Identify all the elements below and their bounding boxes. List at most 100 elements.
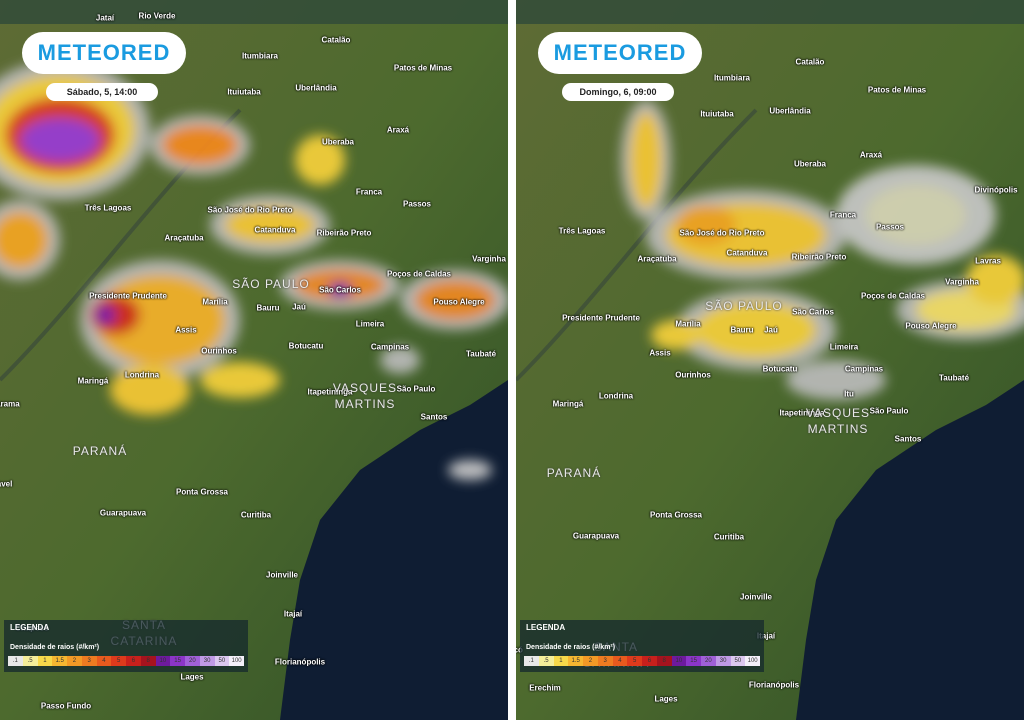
city-label: Ribeirão Preto — [316, 228, 372, 238]
city-label: Ituiutaba — [700, 109, 734, 119]
city-label: Araxá — [386, 125, 410, 135]
logo: METEORED — [22, 32, 186, 74]
city-label: Poços de Caldas — [860, 291, 926, 301]
city-label: Araxá — [859, 150, 883, 160]
legend-scale-label: 30 — [715, 656, 731, 666]
legend-scale-label: 100 — [745, 656, 760, 666]
legend-scale: .1.5 1 1.5 2 3 4 5 6 8 10 15 20 30 50 100 — [524, 656, 760, 666]
city-label: São José do Rio Preto — [207, 205, 293, 215]
city-label: São Paulo — [869, 406, 909, 416]
city-label: Araçatuba — [164, 233, 204, 243]
city-label: Cascavel — [0, 479, 13, 489]
city-label: Curitiba — [713, 532, 745, 542]
legend-scale-label: 15 — [170, 656, 185, 666]
city-label: Ponta Grossa — [649, 510, 703, 520]
city-label: Itapetininga — [779, 408, 825, 418]
city-label: Bauru — [730, 325, 754, 335]
map-panel: Jataí Rio Verde Catalão Itumbiara Patos de M… — [0, 0, 508, 720]
region-label: PARANÁ — [546, 466, 602, 480]
region-label: SÃO PAULO — [232, 277, 310, 291]
legend-subtitle: Densidade de raios (#/km²) — [10, 644, 100, 651]
city-label: Bauru — [256, 303, 280, 313]
city-label: Catanduva — [254, 225, 296, 235]
city-label: Taubaté — [465, 349, 497, 359]
city-label: Maringá — [77, 376, 109, 386]
city-label: Patos de Minas — [393, 63, 453, 73]
city-label: Marília — [675, 319, 701, 329]
city-label: Marília — [202, 297, 228, 307]
legend-scale-label: 20 — [185, 656, 200, 666]
legend-scale-label: 1 — [553, 656, 569, 666]
legend-scale-label: .5 — [538, 656, 554, 666]
city-label: Três Lagoas — [84, 203, 132, 213]
legend-subtitle: Densidade de raios (#/km²) — [526, 644, 616, 651]
city-label: Joinville — [265, 570, 299, 580]
legend-scale-label: 2 — [583, 656, 598, 666]
city-label: Botucatu — [288, 341, 324, 351]
city-label: Santos — [894, 434, 922, 444]
city-label: Ribeirão Preto — [791, 252, 847, 262]
city-label: Limeira — [829, 342, 859, 352]
legend-scale-label: 1.5 — [568, 656, 583, 666]
region-label: PARANÁ — [72, 444, 128, 458]
city-label: Ourinhos — [675, 370, 711, 380]
city-label: Lages — [180, 672, 204, 682]
city-label: Pouso Alegre — [905, 321, 957, 331]
legend-scale-label: 30 — [199, 656, 215, 666]
legend-scale-label: 10 — [155, 656, 171, 666]
city-label: Presidente Prudente — [562, 313, 640, 323]
city-label: Ponta Grossa — [175, 487, 229, 497]
city-label: Curitiba — [240, 510, 272, 520]
city-label: Campinas — [370, 342, 410, 352]
legend-scale-label: .1 — [524, 656, 539, 666]
legend-scale-label: 4 — [612, 656, 628, 666]
city-label: Divinópolis — [974, 185, 1018, 195]
city-label: Itu — [844, 389, 854, 399]
legend-title: LEGENDA — [526, 623, 566, 632]
map-base — [0, 0, 508, 720]
city-label: Jataí — [95, 13, 115, 23]
map-panel: Catalão Itumbiara Patos de Minas Ituiutaba U… — [516, 0, 1024, 720]
city-label: Chapecó — [516, 646, 523, 655]
city-label: Araçatuba — [637, 254, 677, 264]
legend: LEGENDA Densidade de raios (#/km²) .1.5 1 1.… — [520, 620, 764, 672]
legend-scale-label: 15 — [686, 656, 701, 666]
legend-scale-label: 4 — [96, 656, 112, 666]
legend-scale-label: 5 — [627, 656, 642, 666]
city-label: Pouso Alegre — [433, 297, 485, 307]
city-label: Presidente Prudente — [89, 291, 167, 301]
city-label: Joinville — [739, 592, 773, 602]
legend-title: LEGENDA — [10, 623, 50, 632]
city-label: Ituiutaba — [227, 87, 261, 97]
city-label: Florianópolis — [748, 680, 800, 690]
legend-scale-label: 100 — [229, 656, 244, 666]
city-label: Umuarama — [0, 399, 20, 409]
legend-scale-label: 8 — [656, 656, 672, 666]
city-label: Jaú — [764, 325, 778, 335]
legend-scale-label: .5 — [22, 656, 38, 666]
city-label: Londrina — [598, 391, 634, 401]
city-label: Catanduva — [726, 248, 768, 258]
city-label: Três Lagoas — [558, 226, 606, 236]
city-label: Maringá — [552, 399, 584, 409]
city-label: Catalão — [795, 57, 825, 67]
legend-scale-label: 6 — [642, 656, 657, 666]
city-label: Rio Verde — [138, 11, 176, 21]
legend-scale-label: .1 — [8, 656, 23, 666]
city-label: Poços de Caldas — [386, 269, 452, 279]
city-label: Patos de Minas — [867, 85, 927, 95]
legend-scale-label: 3 — [597, 656, 613, 666]
city-label: Franca — [355, 187, 383, 197]
city-label: Passo Fundo — [40, 701, 92, 711]
legend-scale-label: 20 — [701, 656, 716, 666]
city-label: Itumbiara — [713, 73, 751, 83]
city-label: Varginha — [472, 254, 506, 264]
city-label: Itapetininga — [307, 387, 353, 397]
region-label: VASQUES MARTINS — [805, 406, 871, 436]
legend-scale-label: 3 — [81, 656, 97, 666]
city-label: Lages — [654, 694, 678, 704]
city-label: Uberaba — [321, 137, 355, 147]
legend-scale-label: 50 — [730, 656, 746, 666]
city-label: Uberaba — [793, 159, 827, 169]
